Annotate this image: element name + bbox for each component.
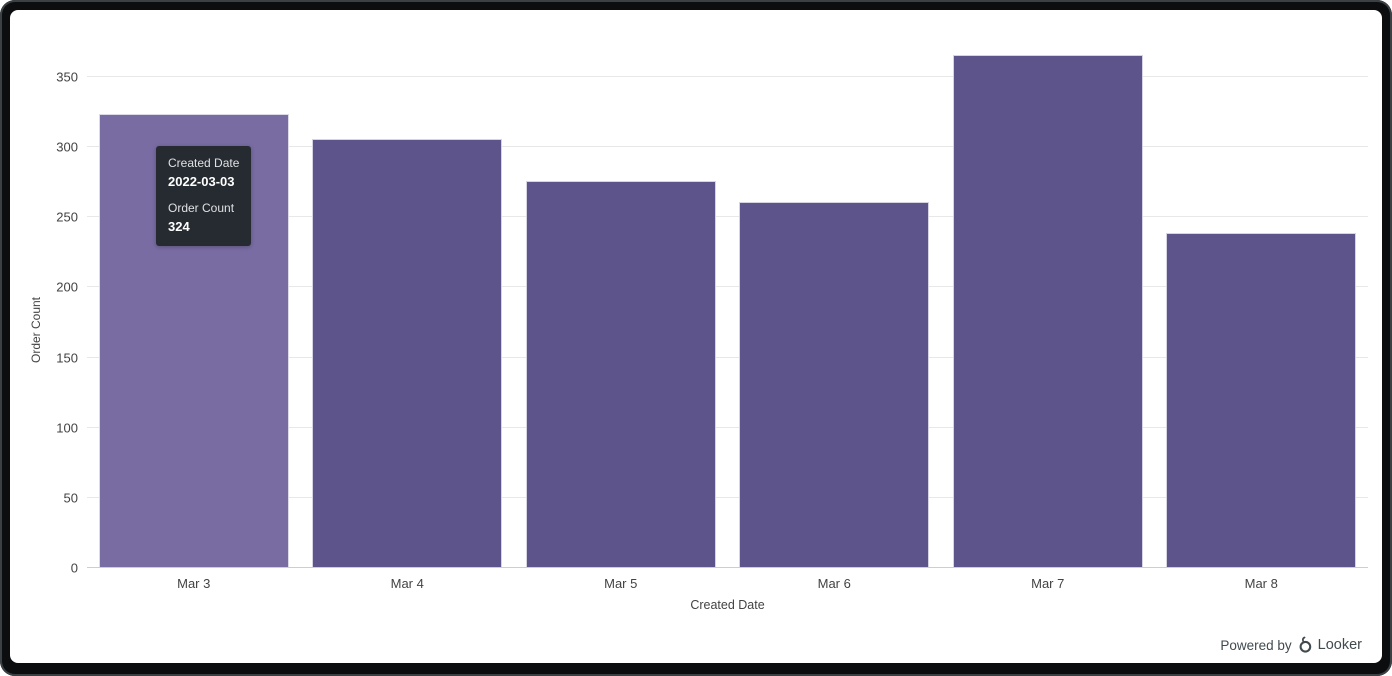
looker-brand-text: Looker bbox=[1317, 637, 1362, 653]
bar-slot bbox=[728, 35, 942, 568]
x-axis-title: Created Date bbox=[690, 598, 765, 612]
bar-mar-4[interactable] bbox=[312, 138, 503, 568]
powered-by-text: Powered by bbox=[1220, 637, 1292, 653]
gridline bbox=[87, 356, 1368, 358]
x-tick-label: Mar 8 bbox=[1244, 576, 1278, 591]
bar-slot bbox=[514, 35, 728, 568]
tooltip-dimension-value: 2022-03-03 bbox=[168, 173, 235, 189]
y-tick-label: 0 bbox=[70, 560, 78, 576]
y-tick-label: 350 bbox=[56, 69, 78, 85]
bar-series bbox=[87, 35, 1368, 568]
tooltip-measure-value: 324 bbox=[168, 218, 190, 234]
powered-by-looker[interactable]: Powered by Looker bbox=[1220, 636, 1362, 654]
bar-mar-7[interactable] bbox=[952, 54, 1143, 568]
gridline bbox=[87, 496, 1368, 498]
bar-slot bbox=[87, 35, 301, 568]
y-tick-label: 50 bbox=[63, 490, 78, 506]
bar-mar-6[interactable] bbox=[739, 201, 930, 568]
x-axis-labels: Mar 3 Mar 4 Mar 5 Mar 6 Mar 7 Mar 8 bbox=[87, 576, 1368, 591]
tooltip-measure: Order Count 324 bbox=[168, 200, 239, 235]
bar-slot bbox=[941, 35, 1155, 568]
y-tick-label: 300 bbox=[56, 139, 78, 155]
x-tick-label: Mar 3 bbox=[177, 576, 211, 591]
plot-area bbox=[87, 35, 1368, 568]
y-axis-ticks: 0 50 100 150 200 250 300 350 bbox=[10, 35, 78, 575]
gridline bbox=[87, 426, 1368, 428]
tooltip-dimension: Created Date 2022-03-03 bbox=[168, 156, 240, 190]
bar-mar-8[interactable] bbox=[1166, 232, 1357, 568]
tooltip-dimension-label: Created Date bbox=[168, 156, 240, 170]
gridline bbox=[87, 76, 1368, 78]
looker-logo-icon bbox=[1297, 636, 1313, 654]
hover-tooltip: Created Date 2022-03-03 Order Count 324 bbox=[156, 146, 252, 247]
y-tick-label: 150 bbox=[56, 350, 78, 366]
gridline bbox=[87, 146, 1368, 148]
bar-slot bbox=[1155, 35, 1369, 568]
y-tick-label: 200 bbox=[56, 279, 78, 295]
bar-mar-5[interactable] bbox=[525, 180, 716, 568]
x-tick-label: Mar 7 bbox=[1031, 576, 1065, 591]
x-tick-label: Mar 4 bbox=[390, 576, 424, 591]
y-tick-label: 250 bbox=[56, 209, 78, 225]
x-axis-line bbox=[87, 567, 1368, 568]
y-tick-label: 100 bbox=[56, 420, 78, 436]
bar-slot bbox=[301, 35, 515, 568]
x-tick-label: Mar 6 bbox=[817, 576, 851, 591]
x-tick-label: Mar 5 bbox=[604, 576, 638, 591]
gridline bbox=[87, 216, 1368, 218]
gridline bbox=[87, 286, 1368, 288]
tooltip-measure-label: Order Count bbox=[168, 200, 235, 215]
